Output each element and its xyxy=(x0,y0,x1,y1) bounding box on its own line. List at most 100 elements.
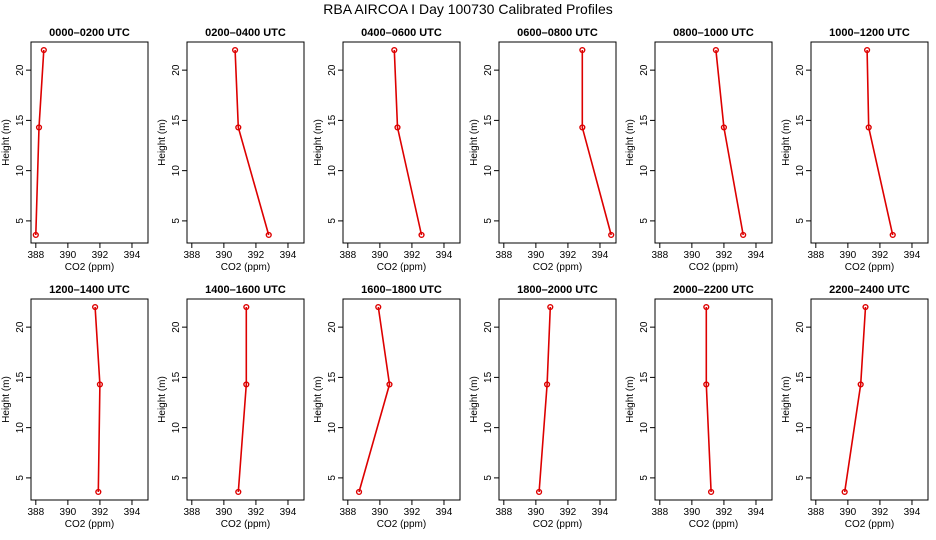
chart-1-data-point xyxy=(32,231,39,239)
chart-6-y-tick-label: 5 xyxy=(795,218,806,224)
chart-3-data-point xyxy=(394,124,401,131)
chart-4-data-point xyxy=(579,46,586,54)
chart-10-data-point xyxy=(547,303,554,311)
chart-9-data-point xyxy=(355,488,363,496)
chart-12-data-point xyxy=(862,303,869,311)
chart-1-y-tick-label: 10 xyxy=(15,165,26,177)
chart-11-y-axis-label: Height (m) xyxy=(625,376,636,423)
chart-4-data-point xyxy=(579,124,586,131)
chart-12-x-tick-label: 390 xyxy=(840,507,857,518)
chart-3-y-tick-label: 10 xyxy=(327,165,338,177)
chart-8-data-point xyxy=(243,303,250,311)
chart-1-x-tick-label: 388 xyxy=(27,250,44,261)
chart-4-y-tick-label: 20 xyxy=(483,64,494,76)
chart-6-x-tick-label: 388 xyxy=(807,250,824,261)
chart-4-title: 0600–0800 UTC xyxy=(517,27,598,39)
chart-7-x-tick-label: 390 xyxy=(60,507,77,518)
chart-10-frame xyxy=(498,298,617,501)
chart-10-x-tick-label: 394 xyxy=(592,507,609,518)
figure-title: RBA AIRCOA I Day 100730 Calibrated Profi… xyxy=(323,1,613,17)
chart-2-series-line xyxy=(234,49,270,236)
chart-4-frame xyxy=(498,41,617,244)
chart-9-x-axis-label: CO2 (ppm) xyxy=(377,519,426,530)
chart-11-y-tick-label: 10 xyxy=(639,422,650,434)
chart-2-x-tick-label: 394 xyxy=(280,250,297,261)
chart-11-y-tick-label: 15 xyxy=(639,371,650,383)
chart-5-frame xyxy=(654,41,773,244)
chart-5-data-point xyxy=(712,46,720,54)
chart-4-x-tick-label: 390 xyxy=(528,250,545,261)
chart-12-y-tick-label: 10 xyxy=(795,422,806,434)
chart-10-series-line xyxy=(538,306,552,493)
chart-9-x-tick-label: 388 xyxy=(339,507,356,518)
chart-12-y-tick-label: 15 xyxy=(795,371,806,383)
chart-5-x-tick-label: 392 xyxy=(716,250,733,261)
chart-1-series-line xyxy=(35,49,45,236)
chart-12-title: 2200–2400 UTC xyxy=(829,284,910,296)
chart-5-title: 0800–1000 UTC xyxy=(673,27,754,39)
chart-12-x-tick-label: 394 xyxy=(904,507,921,518)
chart-9-y-tick-label: 15 xyxy=(327,371,338,383)
chart-12-data-point xyxy=(841,488,848,496)
chart-5-x-axis-label: CO2 (ppm) xyxy=(689,262,738,273)
chart-3-x-axis-label: CO2 (ppm) xyxy=(377,262,426,273)
chart-12-series-line xyxy=(843,306,867,493)
chart-7-data-point xyxy=(92,303,99,311)
chart-6-y-axis-label: Height (m) xyxy=(781,119,792,166)
chart-10-x-tick-label: 388 xyxy=(495,507,512,518)
chart-1-y-tick-label: 20 xyxy=(15,64,26,76)
chart-6-title: 1000–1200 UTC xyxy=(829,27,910,39)
chart-10-y-tick-label: 20 xyxy=(483,321,494,333)
chart-5-data-point xyxy=(740,231,747,239)
chart-9-y-tick-label: 20 xyxy=(327,321,338,333)
chart-8-x-tick-label: 388 xyxy=(183,507,200,518)
chart-5-y-tick-label: 20 xyxy=(639,64,650,76)
chart-8-data-point xyxy=(235,488,242,496)
chart-2-data-point xyxy=(231,46,239,54)
chart-3-y-tick-label: 15 xyxy=(327,114,338,126)
chart-3-x-tick-label: 390 xyxy=(372,250,389,261)
chart-11-y-tick-label: 20 xyxy=(639,321,650,333)
chart-8-series-line xyxy=(237,307,248,493)
chart-2-data-point xyxy=(265,231,272,239)
chart-11-data-point xyxy=(707,488,715,496)
chart-8-x-tick-label: 394 xyxy=(280,507,297,518)
chart-8-y-tick-label: 5 xyxy=(171,475,182,481)
chart-11-x-tick-label: 394 xyxy=(748,507,765,518)
chart-8-x-axis-label: CO2 (ppm) xyxy=(221,519,270,530)
chart-5-y-tick-label: 5 xyxy=(639,218,650,224)
chart-5-y-tick-label: 15 xyxy=(639,114,650,126)
chart-9-x-tick-label: 392 xyxy=(404,507,421,518)
chart-2-frame xyxy=(186,41,305,244)
chart-2-data-point xyxy=(235,124,242,131)
chart-11-data-point xyxy=(703,303,710,311)
chart-7-data-point xyxy=(95,488,102,496)
chart-10-y-tick-label: 15 xyxy=(483,371,494,383)
chart-3-title: 0400–0600 UTC xyxy=(361,27,442,39)
chart-2-y-tick-label: 10 xyxy=(171,165,182,177)
chart-9-x-tick-label: 390 xyxy=(372,507,389,518)
chart-5-series-line xyxy=(715,49,744,236)
chart-6-series-line xyxy=(866,49,894,236)
chart-1-frame xyxy=(30,41,149,244)
chart-7-x-axis-label: CO2 (ppm) xyxy=(65,519,114,530)
chart-6-x-tick-label: 390 xyxy=(840,250,857,261)
chart-9-data-point xyxy=(375,303,382,311)
chart-1-x-axis-label: CO2 (ppm) xyxy=(65,262,114,273)
chart-10-data-point xyxy=(543,381,551,388)
chart-7-y-axis-label: Height (m) xyxy=(1,376,12,423)
chart-9-x-tick-label: 394 xyxy=(436,507,453,518)
chart-10-x-axis-label: CO2 (ppm) xyxy=(533,519,582,530)
chart-7-data-point xyxy=(96,381,104,388)
chart-7-x-tick-label: 394 xyxy=(124,507,141,518)
chart-10-x-tick-label: 390 xyxy=(528,507,545,518)
chart-10-y-tick-label: 5 xyxy=(483,475,494,481)
chart-8-y-tick-label: 15 xyxy=(171,371,182,383)
chart-9-y-axis-label: Height (m) xyxy=(313,376,324,423)
chart-8-frame xyxy=(186,298,305,501)
chart-4-y-tick-label: 10 xyxy=(483,165,494,177)
chart-11-title: 2000–2200 UTC xyxy=(673,284,754,296)
chart-3-data-point xyxy=(391,46,398,54)
chart-2-y-tick-label: 20 xyxy=(171,64,182,76)
